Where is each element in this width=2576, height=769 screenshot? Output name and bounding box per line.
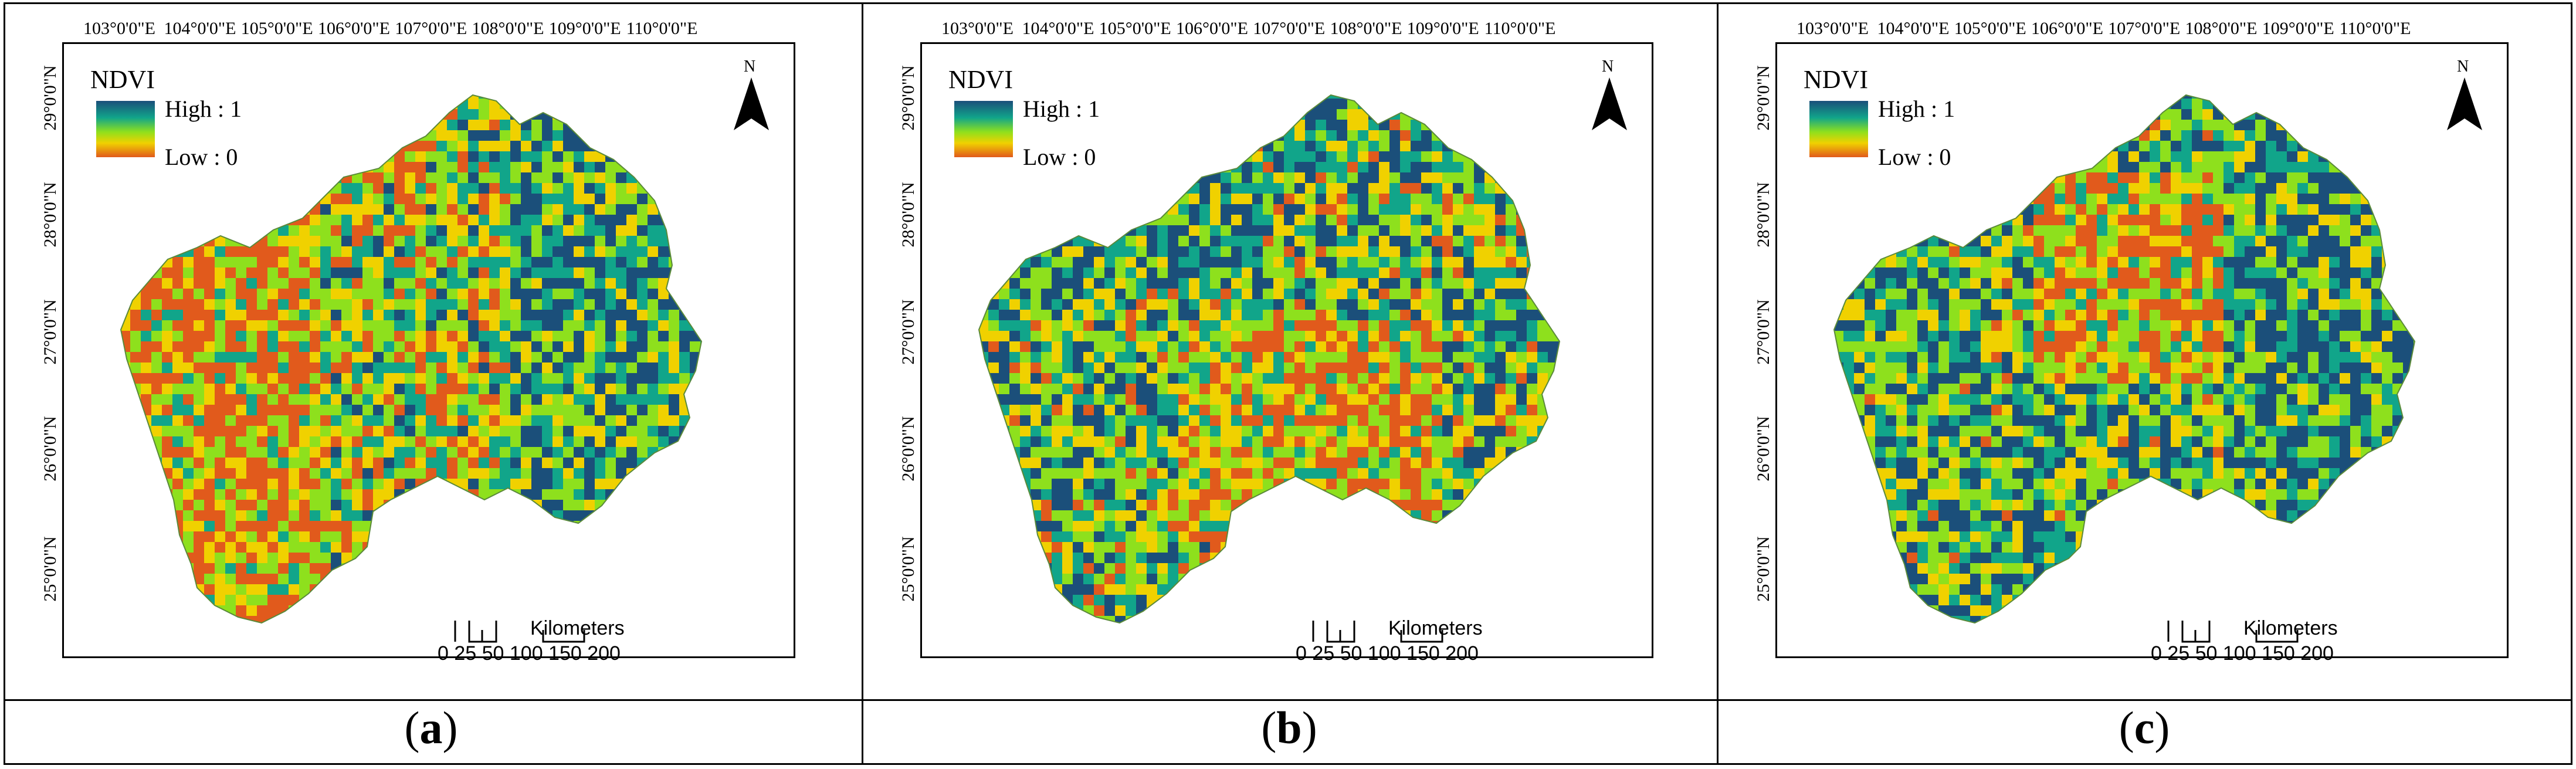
scale-units-label: Kilometers <box>2243 617 2338 639</box>
longitude-label: 107°0'0"E <box>2108 19 2181 38</box>
legend-color-ramp <box>96 101 155 157</box>
latitude-label: 29°0'0"N <box>40 65 60 131</box>
legend-title: NDVI <box>1804 65 1868 94</box>
scale-numbers: 0 25 50 100 150 200 <box>438 642 621 665</box>
latitude-label: 26°0'0"N <box>40 416 60 482</box>
latitude-label: 28°0'0"N <box>1754 182 1773 248</box>
legend-high-label: High : 1 <box>1023 96 1100 122</box>
region-outline <box>120 94 703 624</box>
longitude-label: 105°0'0"E <box>240 19 313 38</box>
longitude-label: 104°0'0"E <box>1022 19 1094 38</box>
latitude-label: 27°0'0"N <box>899 299 918 365</box>
longitude-label: 109°0'0"E <box>548 19 621 38</box>
legend-high-label: High : 1 <box>1878 96 1955 122</box>
longitude-label: 104°0'0"E <box>1877 19 1950 38</box>
legend-color-ramp <box>1809 101 1868 157</box>
legend-high-label: High : 1 <box>165 96 242 122</box>
legend-title: NDVI <box>948 65 1013 94</box>
region-outline <box>1833 94 2416 624</box>
north-arrow-icon <box>734 77 769 130</box>
latitude-label: 26°0'0"N <box>899 416 918 482</box>
ndvi-map <box>978 94 1561 624</box>
longitude-label: 108°0'0"E <box>1330 19 1402 38</box>
north-label: N <box>2457 57 2469 76</box>
longitude-label: 109°0'0"E <box>2262 19 2334 38</box>
latitude-labels: 29°0'0"N 28°0'0"N 27°0'0"N 26°0'0"N 25°0'0"N <box>39 42 62 658</box>
latitude-label: 27°0'0"N <box>40 299 60 365</box>
longitude-label: 107°0'0"E <box>395 19 467 38</box>
latitude-label: 26°0'0"N <box>1754 416 1773 482</box>
longitude-labels: 103°0'0"E 104°0'0"E 105°0'0"E 106°0'0"E 107°… <box>62 12 795 41</box>
latitude-label: 25°0'0"N <box>40 536 60 602</box>
legend-low-label: Low : 0 <box>165 144 238 170</box>
scale-numbers: 0 25 50 100 150 200 <box>2151 642 2334 665</box>
longitude-label: 103°0'0"E <box>1797 19 1869 38</box>
latitude-label: 29°0'0"N <box>899 65 918 131</box>
longitude-label: 107°0'0"E <box>1253 19 1326 38</box>
caption-divider <box>5 699 2571 701</box>
ndvi-map <box>120 94 703 624</box>
latitude-label: 27°0'0"N <box>1754 299 1773 365</box>
latitude-label: 25°0'0"N <box>1754 536 1773 602</box>
scale-units-label: Kilometers <box>530 617 625 639</box>
longitude-label: 110°0'0"E <box>626 19 698 38</box>
north-label: N <box>744 57 756 76</box>
region-outline <box>978 94 1561 624</box>
panel-divider <box>1717 4 1719 763</box>
longitude-label: 110°0'0"E <box>2339 19 2411 38</box>
longitude-label: 104°0'0"E <box>164 19 236 38</box>
longitude-labels: 103°0'0"E 104°0'0"E 105°0'0"E 106°0'0"E 107°… <box>1775 12 2509 41</box>
legend-color-ramp <box>954 101 1013 157</box>
longitude-label: 103°0'0"E <box>941 19 1014 38</box>
longitude-label: 109°0'0"E <box>1406 19 1479 38</box>
longitude-labels: 103°0'0"E 104°0'0"E 105°0'0"E 106°0'0"E 107°… <box>920 12 1653 41</box>
figure-frame <box>4 2 2572 765</box>
legend-title: NDVI <box>90 65 155 94</box>
panel-caption: (c) <box>2119 702 2170 753</box>
longitude-label: 106°0'0"E <box>2031 19 2103 38</box>
panel-caption: (b) <box>1261 702 1317 753</box>
longitude-label: 106°0'0"E <box>318 19 390 38</box>
longitude-label: 108°0'0"E <box>472 19 544 38</box>
latitude-label: 28°0'0"N <box>899 182 918 248</box>
latitude-label: 29°0'0"N <box>1754 65 1773 131</box>
scale-units-label: Kilometers <box>1388 617 1483 639</box>
scale-numbers: 0 25 50 100 150 200 <box>1296 642 1479 665</box>
map-panel-b: 103°0'0"E 104°0'0"E 105°0'0"E 106°0'0"E 107°… <box>862 0 1717 695</box>
latitude-labels: 29°0'0"N 28°0'0"N 27°0'0"N 26°0'0"N 25°0'0"N <box>897 42 920 658</box>
map-panel-c: 103°0'0"E 104°0'0"E 105°0'0"E 106°0'0"E 107°… <box>1717 0 2572 695</box>
scale-bar <box>454 621 585 643</box>
scale-bar <box>1312 621 1443 643</box>
north-arrow-icon <box>2447 77 2482 130</box>
legend-low-label: Low : 0 <box>1023 144 1096 170</box>
longitude-label: 106°0'0"E <box>1176 19 1248 38</box>
legend-low-label: Low : 0 <box>1878 144 1951 170</box>
ndvi-map <box>1833 94 2416 624</box>
panel-caption: (a) <box>404 702 458 753</box>
north-arrow-icon <box>1592 77 1627 130</box>
latitude-label: 25°0'0"N <box>899 536 918 602</box>
map-panel-a: 103°0'0"E 104°0'0"E 105°0'0"E 106°0'0"E 107°… <box>4 0 859 695</box>
longitude-label: 105°0'0"E <box>1954 19 2026 38</box>
latitude-labels: 29°0'0"N 28°0'0"N 27°0'0"N 26°0'0"N 25°0'0"N <box>1752 42 1775 658</box>
longitude-label: 108°0'0"E <box>2185 19 2258 38</box>
longitude-label: 103°0'0"E <box>83 19 155 38</box>
longitude-label: 105°0'0"E <box>1099 19 1171 38</box>
longitude-label: 110°0'0"E <box>1484 19 1556 38</box>
panel-divider <box>862 4 863 763</box>
latitude-label: 28°0'0"N <box>40 182 60 248</box>
north-label: N <box>1602 57 1614 76</box>
scale-bar <box>2167 621 2299 643</box>
